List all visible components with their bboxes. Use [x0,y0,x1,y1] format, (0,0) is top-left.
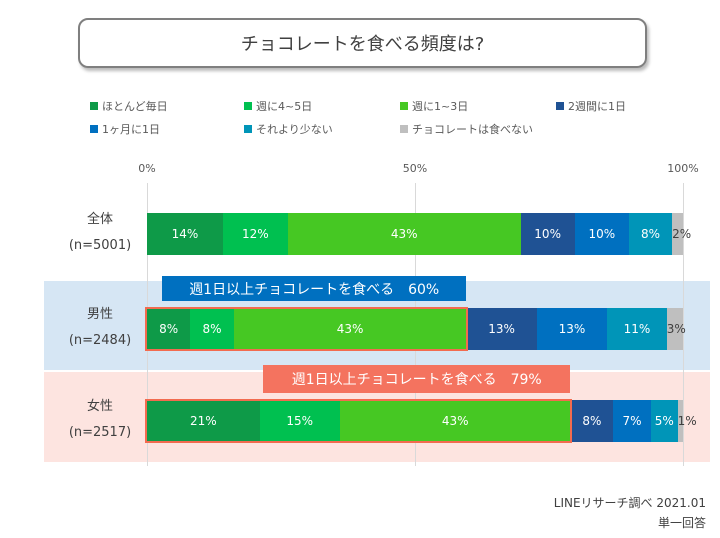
data-label: 10% [534,227,561,241]
data-label: 10% [588,227,616,241]
legend-swatch [400,125,408,133]
data-label: 8% [640,227,661,241]
data-label: 14% [171,227,199,241]
stacked-bar: 8% 8% 43% 13% 13% 11% 3% [147,308,686,350]
data-label: 8% [582,414,602,428]
bar-segment: 13% [536,308,608,350]
bar-segment: 7% [613,400,651,442]
legend-swatch [556,102,564,110]
legend-swatch [400,102,408,110]
data-label: 43% [390,227,418,241]
legend-label: 1ヶ月に1日 [102,123,160,136]
chart-title: チョコレートを食べる頻度は? [78,18,647,68]
legend-swatch [90,125,98,133]
bar-segment: 43% [287,213,521,255]
legend-item: 1ヶ月に1日 [90,121,160,137]
bar-segment: 10% [574,213,629,255]
highlight-frame [145,307,469,351]
data-label: 3% [666,322,686,336]
sample-size: (n=2517) [68,425,132,440]
sample-size: (n=2484) [68,333,132,348]
data-label: 11% [623,322,651,336]
legend-item: 2週間に1日 [556,98,626,114]
gridline [683,183,684,466]
bar-segment: 8% [190,308,234,350]
bar-segment: 1% [677,400,697,442]
legend-item: チョコレートは食べない [400,121,533,137]
data-label: 13% [488,322,515,336]
data-label: 21% [189,414,217,428]
stacked-bar: 21% 15% 43% 8% 7% 5% 1% [147,400,697,442]
data-label: 43% [441,414,469,428]
legend-item: それより少ない [244,121,333,137]
note-text: 単一回答 [657,516,706,530]
data-label: 43% [336,322,364,336]
legend-label: ほとんど毎日 [102,100,168,113]
bar-segment: 10% [520,213,575,255]
bar-segment: 5% [650,400,678,442]
data-label: 15% [286,414,314,428]
legend-label: 週に4~5日 [256,100,313,113]
bar-segment: 11% [607,308,667,350]
row-label: 男性 (n=2484) [60,302,140,354]
highlight-frame [145,399,573,443]
category-label: 男性 [86,307,113,322]
bar-segment: 43% [339,400,571,442]
bar-segment: 43% [233,308,467,350]
callout-box: 週1日以上チョコレートを食べる 60% [162,276,467,301]
data-label: 7% [622,414,642,428]
legend-item: 週に1~3日 [400,98,468,114]
sample-size: (n=5001) [68,238,132,253]
callout-box: 週1日以上チョコレートを食べる 79% [263,365,571,393]
legend-label: 2週間に1日 [568,100,626,113]
legend-label: 週に1~3日 [412,100,469,113]
legend-item: ほとんど毎日 [90,98,168,114]
bar-segment: 8% [570,400,614,442]
row-label: 女性 (n=2517) [60,394,140,446]
row-label: 全体 (n=5001) [60,207,140,259]
data-label: 8% [159,322,179,336]
bar-segment: 8% [628,213,673,255]
data-label: 2% [672,227,692,241]
legend-swatch [244,102,252,110]
bar-segment: 12% [222,213,288,255]
chart-title-text: チョコレートを食べる頻度は? [240,34,485,55]
x-tick-label: 50% [402,162,428,175]
category-label: 全体 [86,212,113,227]
data-label: 5% [654,414,674,428]
legend-label: チョコレートは食べない [412,123,533,136]
bar-segment: 13% [466,308,537,350]
data-label: 8% [202,322,222,336]
data-label: 1% [677,414,697,428]
bar-segment: 21% [147,400,260,442]
bar-segment: 2% [672,213,691,255]
source-text: LINEリサーチ調べ 2021.01 [553,496,706,510]
legend-swatch [244,125,252,133]
legend-swatch [90,102,98,110]
x-tick-label: 100% [667,162,699,175]
bar-segment: 3% [666,308,686,350]
x-tick-label: 0% [138,162,156,175]
data-label: 12% [241,227,269,241]
legend-label: それより少ない [256,123,333,136]
bar-segment: 15% [259,400,340,442]
category-label: 女性 [86,399,113,414]
bar-segment: 14% [147,213,223,255]
data-label: 13% [558,322,586,336]
bar-segment: 8% [147,308,191,350]
stacked-bar: 14% 12% 43% 10% 10% 8% 2% [147,213,691,255]
legend-item: 週に4~5日 [244,98,312,114]
